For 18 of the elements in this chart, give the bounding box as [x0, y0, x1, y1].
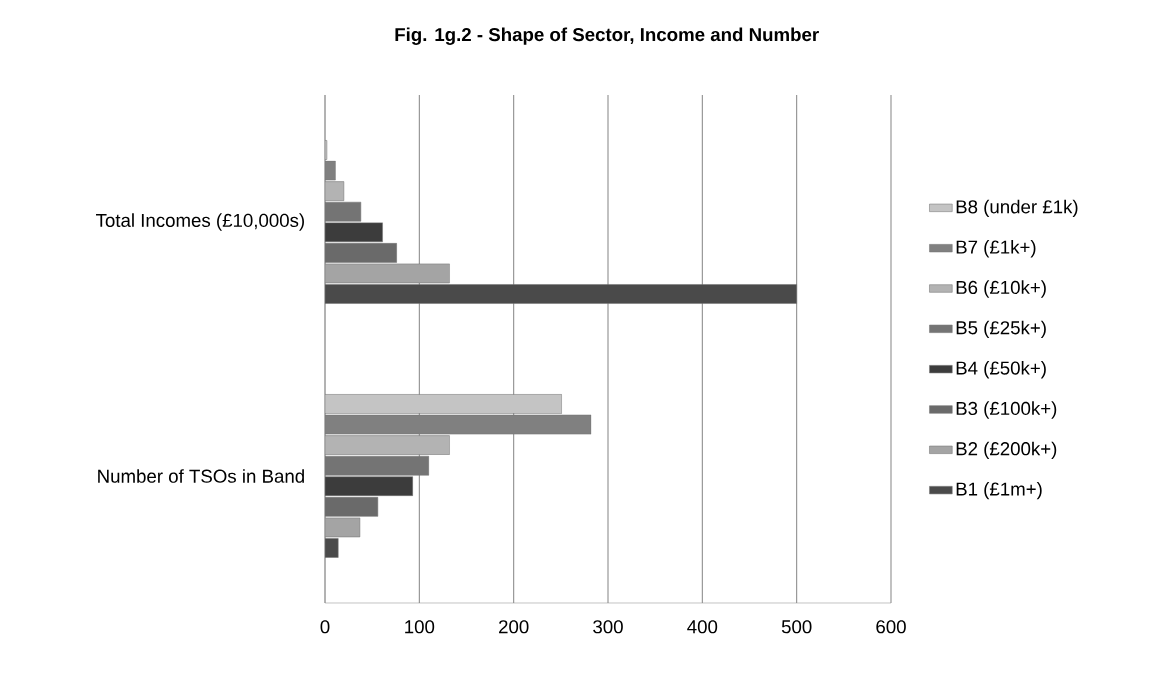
- legend-label: B8 (under £1k): [956, 199, 1078, 218]
- y-tick-label: Total Incomes (£10,000s): [96, 213, 304, 231]
- x-tick-label: 400: [687, 620, 718, 634]
- legend-label: B7 (£1k+): [956, 240, 1036, 258]
- x-tick-label: 200: [499, 620, 529, 634]
- legend-label: B3 (£100k+): [956, 401, 1057, 419]
- legend-label: B6 (£10k+): [956, 280, 1046, 298]
- x-tick-label: 600: [876, 620, 906, 634]
- x-tick-label: 300: [593, 620, 623, 634]
- legend-label: B1 (£1m+): [956, 481, 1042, 500]
- x-tick-label: 100: [405, 620, 435, 634]
- legend-label: B5 (£25k+): [956, 320, 1046, 339]
- y-tick-label: Number of TSOs in Band: [98, 469, 304, 483]
- x-tick-label: 500: [781, 620, 812, 634]
- legend-label: B2 (£200k+): [956, 441, 1057, 460]
- x-tick-label: 0: [320, 620, 330, 634]
- legend-label: B4 (£50k+): [956, 360, 1046, 379]
- chart-title: Fig. 1g.2 - Shape of Sector, Income and Number: [395, 27, 819, 45]
